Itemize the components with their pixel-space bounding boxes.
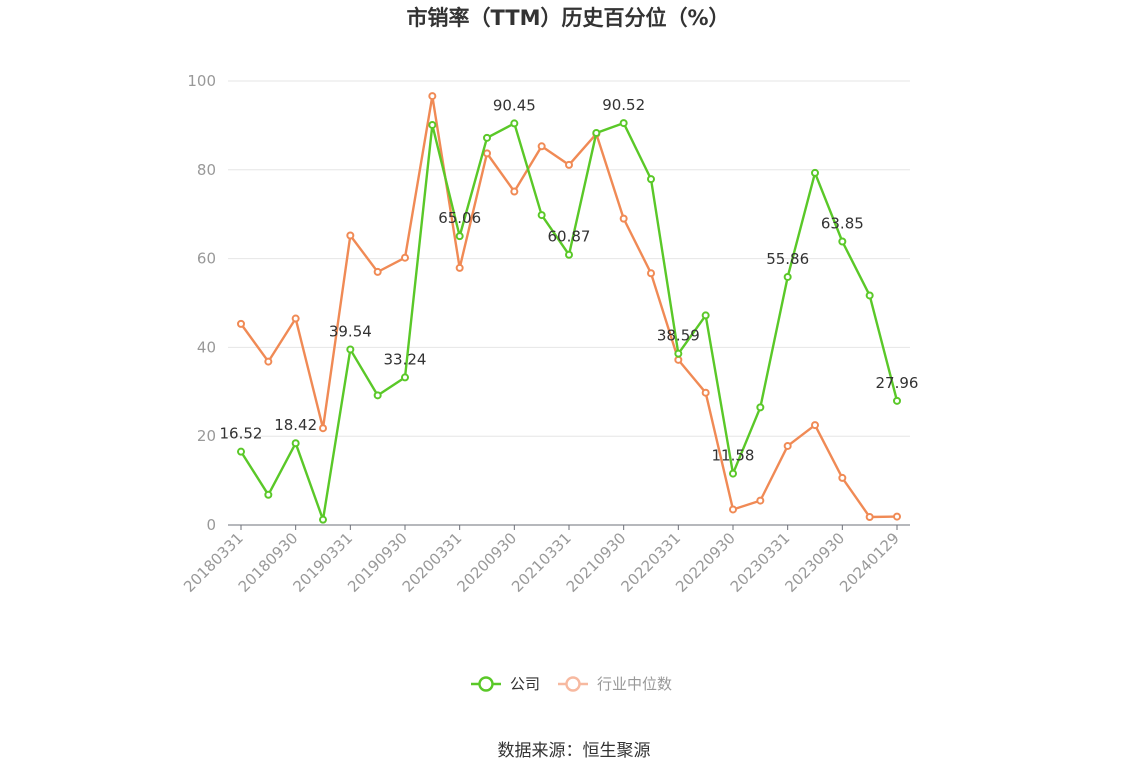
data-label: 63.85 (821, 215, 864, 233)
data-point[interactable] (291, 439, 300, 448)
data-point[interactable] (237, 447, 245, 456)
data-label: 90.45 (493, 96, 536, 114)
data-point[interactable] (455, 232, 464, 241)
data-point[interactable] (346, 231, 355, 240)
x-tick-label: 20240129 (836, 529, 903, 596)
data-label: 39.54 (329, 322, 372, 340)
data-point[interactable] (756, 496, 765, 505)
data-point[interactable] (428, 120, 437, 129)
data-point[interactable] (783, 272, 792, 281)
data-point[interactable] (674, 355, 683, 364)
data-point[interactable] (264, 490, 273, 499)
data-point[interactable] (455, 263, 464, 272)
data-label: 16.52 (220, 425, 263, 443)
data-labels: 16.52 18.42 39.54 33.24 65.06 90.45 60.87 90.52… (220, 96, 919, 464)
data-point[interactable] (893, 512, 901, 521)
data-point[interactable] (729, 469, 737, 478)
data-point[interactable] (373, 391, 382, 400)
data-point[interactable] (291, 314, 300, 323)
data-point[interactable] (537, 211, 546, 220)
data-point[interactable] (865, 513, 874, 522)
legend[interactable]: 公司 行业中位数 (471, 675, 672, 693)
data-point[interactable] (592, 128, 601, 137)
data-point[interactable] (729, 505, 737, 514)
data-point[interactable] (838, 237, 847, 246)
chart-title: 市销率（TTM）历史百分位（%） (406, 6, 729, 30)
y-axis: 0 20 40 60 80 100 (187, 72, 216, 534)
data-point[interactable] (619, 214, 628, 223)
data-point[interactable] (701, 311, 710, 320)
data-label: 11.58 (712, 447, 755, 465)
data-point[interactable] (537, 142, 546, 151)
data-point[interactable] (346, 345, 355, 354)
data-label: 38.59 (657, 327, 700, 345)
y-tick-label: 0 (206, 516, 216, 534)
data-point[interactable] (701, 388, 710, 397)
data-label: 65.06 (438, 209, 481, 227)
data-point[interactable] (401, 253, 409, 262)
data-label: 18.42 (274, 416, 317, 434)
legend-label: 行业中位数 (597, 675, 672, 693)
data-label: 90.52 (602, 96, 645, 114)
legend-marker (478, 676, 494, 692)
data-label: 55.86 (766, 250, 809, 268)
data-point[interactable] (647, 269, 655, 278)
data-point[interactable] (428, 92, 437, 101)
y-tick-label: 80 (197, 161, 216, 179)
data-point[interactable] (510, 187, 519, 196)
data-label: 27.96 (876, 374, 919, 392)
series-line (239, 121, 899, 521)
data-point[interactable] (483, 133, 491, 142)
data-point[interactable] (811, 421, 819, 430)
source-note: 数据来源：恒生聚源 (498, 741, 651, 761)
data-point[interactable] (893, 396, 901, 405)
data-point[interactable] (401, 373, 409, 382)
data-point[interactable] (811, 168, 819, 177)
y-tick-label: 60 (197, 250, 216, 268)
x-axis: 2018033120180930201903312019093020200331… (180, 524, 910, 596)
legend-item-1[interactable]: 行业中位数 (558, 675, 672, 693)
y-tick-label: 20 (197, 427, 216, 445)
data-point[interactable] (647, 175, 655, 184)
data-point[interactable] (783, 441, 792, 450)
data-point[interactable] (510, 119, 519, 128)
legend-label: 公司 (510, 675, 540, 693)
data-point[interactable] (565, 250, 573, 259)
data-point[interactable] (865, 291, 874, 300)
series-0 (237, 119, 901, 524)
y-tick-label: 100 (187, 72, 216, 90)
data-point[interactable] (319, 424, 327, 433)
data-point[interactable] (319, 515, 327, 524)
data-point[interactable] (483, 149, 491, 158)
data-point[interactable] (373, 267, 382, 276)
series-1 (237, 92, 901, 522)
data-point[interactable] (674, 349, 683, 358)
legend-marker (565, 676, 581, 692)
data-point[interactable] (756, 403, 765, 412)
data-point[interactable] (264, 357, 273, 366)
data-label: 60.87 (548, 228, 591, 246)
data-point[interactable] (237, 319, 245, 328)
y-tick-label: 40 (197, 338, 216, 356)
data-point[interactable] (838, 473, 847, 482)
series-group (237, 92, 901, 524)
data-point[interactable] (619, 119, 628, 128)
legend-item-0[interactable]: 公司 (471, 675, 540, 693)
data-point[interactable] (565, 160, 573, 169)
series-line (240, 94, 898, 519)
data-label: 33.24 (384, 350, 427, 368)
